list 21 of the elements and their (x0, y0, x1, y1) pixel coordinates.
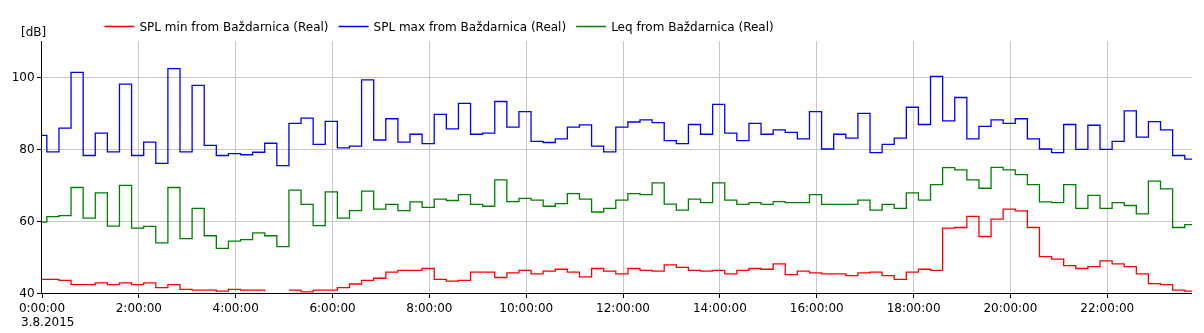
legend-label: SPL max from Baždarnica (Real) (373, 20, 567, 35)
text: 3.8.2015 (21, 315, 75, 329)
y-tick-label: 80 (19, 142, 35, 157)
x-tick-label: 0:00:00 (18, 301, 66, 316)
legend-label: Leq from Baždarnica (Real) (611, 20, 774, 35)
x-tick-label: 14:00:00 (692, 301, 747, 316)
legend-label: SPL min from Baždarnica (Real) (139, 20, 329, 35)
y-tick-label: 60 (19, 214, 35, 229)
y-tick-label: 100 (11, 70, 35, 85)
x-tick-label: 12:00:00 (596, 301, 650, 316)
x-tick-label: 2:00:00 (115, 301, 162, 316)
x-tick-label: 10:00:00 (499, 301, 554, 316)
x-tick-label: 22:00:00 (1080, 301, 1135, 316)
x-tick-label: 6:00:00 (309, 301, 356, 316)
x-tick-label: 20:00:00 (983, 301, 1038, 316)
y-axis-title: [dB] (21, 25, 47, 39)
y-tick-label: 40 (19, 286, 35, 301)
x-tick-label: 18:00:00 (886, 301, 941, 316)
x-tick-label: 8:00:00 (406, 301, 453, 316)
x-tick-label: 16:00:00 (789, 301, 844, 316)
x-tick-label: 4:00:00 (212, 301, 259, 316)
